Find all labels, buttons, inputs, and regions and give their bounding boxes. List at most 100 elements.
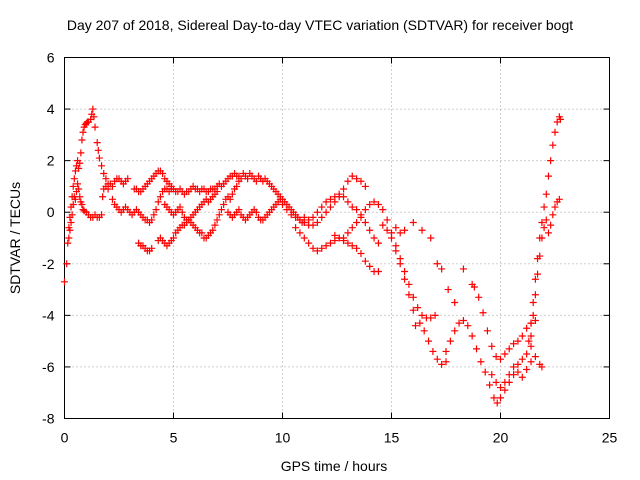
series-band-3-to-5-upper bbox=[130, 167, 221, 198]
data-point bbox=[374, 239, 382, 247]
data-point bbox=[418, 311, 426, 319]
data-point bbox=[61, 278, 68, 286]
data-point bbox=[510, 340, 518, 348]
series-isolated-15-to-19 bbox=[392, 219, 476, 306]
data-point bbox=[100, 170, 108, 178]
data-point bbox=[370, 198, 378, 206]
data-point bbox=[425, 337, 433, 345]
data-point bbox=[479, 309, 487, 317]
data-point bbox=[159, 170, 167, 178]
data-point bbox=[70, 175, 78, 183]
series-fall-15-to-17 bbox=[379, 221, 450, 368]
data-point bbox=[148, 216, 156, 224]
data-point bbox=[344, 239, 352, 247]
data-point bbox=[348, 224, 356, 232]
series-mid3-12-to-15 bbox=[331, 198, 439, 322]
data-point bbox=[331, 193, 339, 201]
data-point bbox=[477, 358, 485, 366]
data-point bbox=[276, 195, 284, 203]
data-point bbox=[431, 311, 439, 319]
data-point bbox=[279, 200, 286, 208]
data-point bbox=[427, 234, 435, 242]
data-point bbox=[405, 280, 413, 288]
data-point bbox=[523, 324, 531, 332]
data-point bbox=[89, 105, 97, 113]
data-point bbox=[459, 317, 467, 325]
data-point bbox=[211, 221, 219, 229]
data-point bbox=[292, 213, 300, 221]
data-point bbox=[492, 353, 500, 361]
series-trough-17-to-22 bbox=[442, 317, 546, 407]
series-mid-5-to-8 bbox=[161, 177, 243, 242]
x-tick-label: 15 bbox=[384, 430, 400, 446]
data-point bbox=[78, 136, 86, 144]
series-lower-3-to-7 bbox=[135, 188, 221, 255]
data-point bbox=[523, 350, 531, 358]
data-point bbox=[518, 373, 526, 381]
data-point bbox=[361, 257, 369, 265]
data-point bbox=[549, 141, 557, 149]
data-point bbox=[252, 177, 260, 185]
data-point bbox=[392, 247, 400, 255]
x-tick-label: 25 bbox=[602, 430, 618, 446]
data-point bbox=[226, 195, 234, 203]
data-point bbox=[348, 242, 356, 250]
data-point bbox=[538, 234, 546, 242]
data-point bbox=[438, 360, 446, 368]
data-point bbox=[444, 286, 452, 294]
data-point bbox=[209, 226, 217, 234]
series-early-spike bbox=[61, 105, 132, 286]
data-point bbox=[518, 332, 526, 340]
plot-frame bbox=[64, 57, 610, 419]
data-point bbox=[348, 172, 356, 180]
data-point bbox=[353, 244, 361, 252]
series-lower-branch-start bbox=[65, 180, 112, 242]
data-point bbox=[228, 190, 236, 198]
data-points bbox=[61, 105, 564, 407]
data-point bbox=[353, 219, 361, 227]
data-point bbox=[374, 268, 382, 276]
data-point bbox=[322, 198, 330, 206]
data-point bbox=[383, 216, 391, 224]
data-point bbox=[473, 345, 481, 353]
x-tick-label: 20 bbox=[493, 430, 509, 446]
data-point bbox=[544, 229, 552, 237]
data-point bbox=[383, 226, 391, 234]
data-point bbox=[348, 203, 356, 211]
data-point bbox=[357, 249, 365, 257]
data-point bbox=[416, 319, 424, 327]
data-point bbox=[433, 260, 441, 268]
data-point bbox=[148, 244, 156, 252]
data-point bbox=[531, 275, 539, 283]
data-point bbox=[93, 139, 101, 147]
data-point bbox=[296, 216, 304, 224]
data-point bbox=[370, 234, 378, 242]
data-point bbox=[531, 353, 539, 361]
data-point bbox=[525, 337, 533, 345]
data-point bbox=[176, 203, 184, 211]
data-point bbox=[523, 366, 531, 374]
data-point bbox=[178, 208, 186, 216]
data-point bbox=[326, 195, 334, 203]
data-point bbox=[459, 265, 467, 273]
data-point bbox=[501, 378, 509, 386]
series-late-rise-lower bbox=[527, 195, 563, 340]
data-point bbox=[152, 206, 160, 214]
data-point bbox=[510, 363, 518, 371]
data-point bbox=[544, 172, 552, 180]
data-point bbox=[529, 298, 537, 306]
data-point bbox=[361, 219, 369, 227]
data-point bbox=[451, 298, 459, 306]
data-point bbox=[514, 360, 522, 368]
data-point bbox=[63, 260, 71, 268]
data-point bbox=[514, 368, 522, 376]
data-point bbox=[235, 206, 243, 214]
data-point bbox=[252, 208, 260, 216]
y-axis-label: SDTVAR / TECUs bbox=[7, 182, 23, 294]
data-point bbox=[536, 252, 544, 260]
series-low-10-to-13 bbox=[292, 224, 382, 276]
data-point bbox=[392, 224, 400, 232]
data-point bbox=[538, 363, 546, 371]
